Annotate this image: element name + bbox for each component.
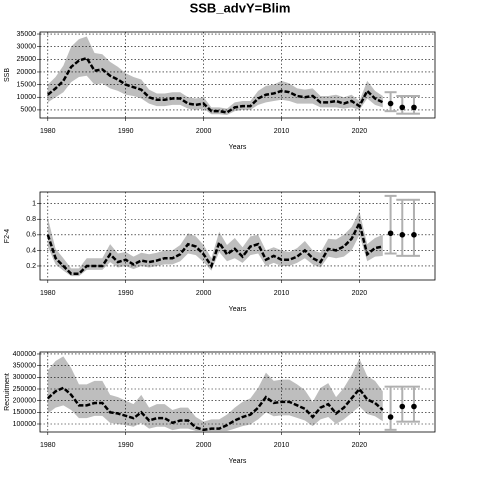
projection-point [387,414,394,420]
y-tick-label: 350000 [13,362,36,369]
y-tick-label: 5000 [20,107,36,114]
y-tick-label: 20000 [17,69,37,76]
x-tick-label: 2010 [274,128,290,135]
confidence-band [47,211,383,277]
confidence-band [47,36,383,115]
y-tick-label: 300000 [13,374,36,381]
x-axis-label: Years [229,458,247,465]
y-tick-label: 1 [32,201,36,208]
projection-point [387,230,394,237]
plot-frame [39,191,436,281]
projection-point [411,232,417,238]
chart-title: SSB_advY=Blim [190,0,291,15]
confidence-band [47,356,383,431]
projection-point [399,403,406,410]
x-tick-label: 1980 [40,128,56,135]
x-tick-label: 1980 [40,442,56,449]
y-axis-label: SSB [4,68,11,82]
y-tick-label: 25000 [17,56,37,63]
y-axis-label: Recruitment [4,373,11,411]
projection-point [387,100,394,107]
x-tick-label: 2020 [352,290,368,297]
plot-frame [39,351,436,433]
y-tick-label: 250000 [13,386,36,393]
projection-point [411,104,417,111]
median-line [46,219,384,276]
y-tick-label: 30000 [17,44,37,51]
x-tick-label: 1990 [118,290,134,297]
x-tick-label: 2000 [196,442,212,449]
y-tick-label: 0.4 [26,247,36,254]
y-tick-label: 0.6 [26,232,36,239]
x-tick-label: 2000 [196,290,212,297]
y-tick-label: 10000 [17,94,37,101]
x-tick-label: 2010 [274,442,290,449]
projection-point [411,403,417,410]
y-tick-label: 200000 [13,398,36,405]
projection-point [399,104,406,111]
x-tick-label: 2020 [352,442,368,449]
y-axis-label: F2-4 [4,229,11,244]
median-line [46,386,384,432]
x-tick-label: 2010 [274,290,290,297]
projection-point [399,232,406,238]
y-tick-label: 400000 [13,351,36,358]
x-tick-label: 1990 [118,442,134,449]
median-line [47,56,384,114]
x-tick-label: 1980 [40,290,56,297]
x-axis-label: Years [229,306,247,313]
x-tick-label: 1990 [118,128,134,135]
x-tick-label: 2020 [352,128,368,135]
y-tick-label: 100000 [13,421,36,428]
y-tick-label: 0.2 [26,263,36,270]
plot [40,32,435,118]
y-tick-label: 150000 [13,409,36,416]
y-tick-label: 15000 [17,81,37,88]
x-tick-label: 2000 [196,128,212,135]
y-tick-label: 35000 [17,31,37,38]
x-axis-label: Years [229,144,247,151]
plot [40,192,435,280]
plot-frame [39,31,436,119]
plot [40,352,435,432]
y-tick-label: 0.8 [26,216,36,223]
